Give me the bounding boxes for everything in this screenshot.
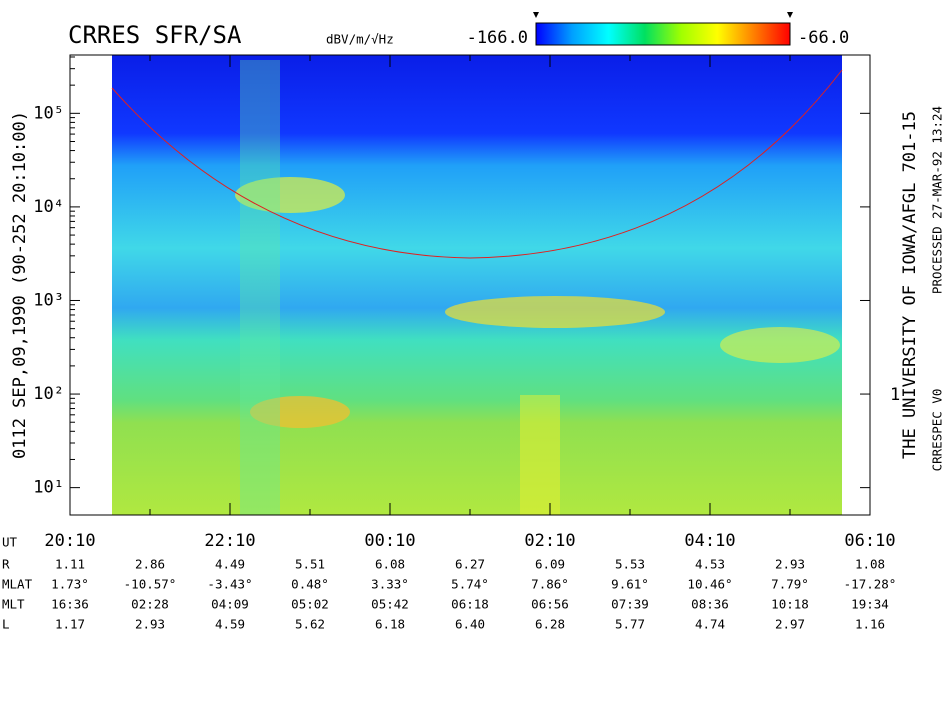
ephemeris-label: MLAT [2, 577, 33, 592]
colorbar [535, 22, 791, 46]
ephemeris-value: 1.73° [51, 577, 89, 592]
ephemeris-value: 05:42 [371, 597, 409, 612]
ephemeris-value: 2.86 [135, 557, 165, 572]
chart-title: CRRES SFR/SA [68, 21, 242, 49]
colorbar-unit: dBV/m/√Hz [326, 32, 394, 47]
ephemeris-label: MLT [2, 597, 25, 612]
ephemeris-value: 6.28 [535, 617, 565, 632]
ephemeris-value: -10.57° [124, 577, 177, 592]
ephemeris-value: 5.77 [615, 617, 645, 632]
ephemeris-label: UT [2, 535, 18, 550]
ephemeris-value: 10:18 [771, 597, 809, 612]
y-tick-label: 10³ [33, 290, 64, 310]
ephemeris-value: 19:34 [851, 597, 889, 612]
right-label: PROCESSED 27-MAR-92 13:24 [930, 106, 945, 294]
ephemeris-value: 4.49 [215, 557, 245, 572]
ephemeris-value: 1.11 [55, 557, 85, 572]
ephemeris-value: 1.08 [855, 557, 885, 572]
ephemeris-value: 4.53 [695, 557, 725, 572]
ephemeris-value: 5.74° [451, 577, 489, 592]
ephemeris-value: 6.18 [375, 617, 405, 632]
ephemeris-value: 6.08 [375, 557, 405, 572]
ephemeris-value: 3.33° [371, 577, 409, 592]
ephemeris-label: L [2, 617, 10, 632]
y-tick-label: 10⁴ [33, 197, 64, 217]
ephemeris-value: -17.28° [844, 577, 897, 592]
ephemeris-value: 7.79° [771, 577, 809, 592]
left-label: 0112 SEP,09,1990 (90-252 20:10:00) [10, 111, 30, 459]
spectrogram-image [111, 55, 843, 515]
ephemeris-value: 08:36 [691, 597, 729, 612]
ephemeris-value: 5.51 [295, 557, 325, 572]
ephemeris-value: 4.74 [695, 617, 725, 632]
ephemeris-value: 10.46° [687, 577, 732, 592]
ephemeris-value: 2.93 [775, 557, 805, 572]
x-tick-label: 06:10 [844, 531, 895, 551]
y2-annotation: 1 [890, 385, 900, 405]
colorbar-marker [533, 12, 539, 18]
ephemeris-value: 04:09 [211, 597, 249, 612]
colorbar-marker [787, 12, 793, 18]
x-tick-label: 20:10 [44, 531, 95, 551]
y-tick-label: 10² [33, 384, 64, 404]
ephemeris-value: 05:02 [291, 597, 329, 612]
ephemeris-value: 7.86° [531, 577, 569, 592]
ephemeris-value: 06:56 [531, 597, 569, 612]
ephemeris-value: 5.53 [615, 557, 645, 572]
x-tick-label: 04:10 [684, 531, 735, 551]
ephemeris-value: 2.93 [135, 617, 165, 632]
ephemeris-value: 6.40 [455, 617, 485, 632]
ephemeris-value: 2.97 [775, 617, 805, 632]
ephemeris-value: 07:39 [611, 597, 649, 612]
ephemeris-value: 5.62 [295, 617, 325, 632]
x-tick-label: 02:10 [524, 531, 575, 551]
ephemeris-value: 6.27 [455, 557, 485, 572]
ephemeris-value: 16:36 [51, 597, 89, 612]
ephemeris-value: 4.59 [215, 617, 245, 632]
right-label: THE UNIVERSITY OF IOWA/AFGL 701-15 [900, 111, 920, 459]
y-tick-label: 10⁵ [33, 103, 64, 123]
x-tick-label: 00:10 [364, 531, 415, 551]
colorbar-label: -66.0 [798, 28, 849, 48]
ephemeris-value: -3.43° [207, 577, 252, 592]
ephemeris-label: R [2, 557, 10, 572]
x-tick-label: 22:10 [204, 531, 255, 551]
ephemeris-value: 02:28 [131, 597, 169, 612]
ephemeris-value: 9.61° [611, 577, 649, 592]
ephemeris-value: 1.17 [55, 617, 85, 632]
ephemeris-value: 6.09 [535, 557, 565, 572]
ephemeris-value: 06:18 [451, 597, 489, 612]
ephemeris-value: 0.48° [291, 577, 329, 592]
y-tick-label: 10¹ [33, 478, 64, 498]
ephemeris-value: 1.16 [855, 617, 885, 632]
right-label: CRRESPEC V0 [930, 389, 945, 472]
colorbar-label: -166.0 [467, 28, 528, 48]
